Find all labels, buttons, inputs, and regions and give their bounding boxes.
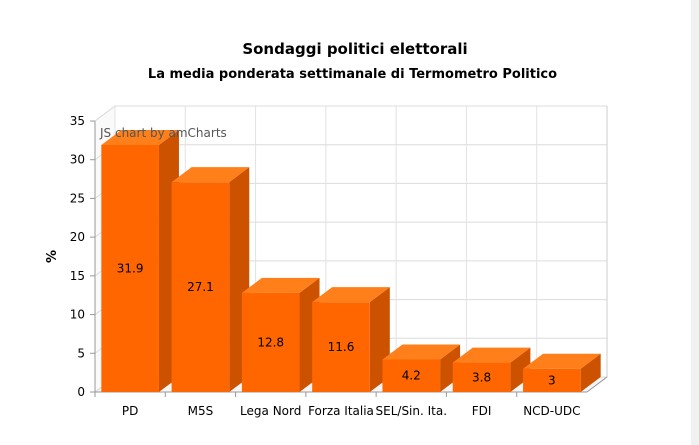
bar-top <box>452 347 531 363</box>
right-edge <box>691 0 699 445</box>
y-tick-label: 5 <box>77 346 85 360</box>
chart-title: Sondaggi politici elettorali <box>242 40 468 58</box>
bar-top <box>312 287 390 303</box>
y-tick-label: 20 <box>70 230 85 244</box>
amcharts-credit-link[interactable]: JS chart by amCharts <box>100 126 227 140</box>
x-tick-label: FDI <box>472 404 492 418</box>
x-tick-label: Lega Nord <box>240 404 301 418</box>
bar-front <box>241 292 300 392</box>
chart-subtitle: La media ponderata settimanale di Termom… <box>147 67 558 82</box>
data-label: 12.8 <box>257 335 284 349</box>
bar-front <box>171 182 230 392</box>
bar-side <box>580 353 601 392</box>
bar <box>523 353 601 392</box>
bar-front <box>312 302 370 392</box>
x-tick-label: M5S <box>188 404 214 418</box>
bar-top <box>382 344 461 360</box>
bar-top <box>101 130 179 146</box>
y-tick-label: 0 <box>77 385 85 399</box>
bar-top <box>241 277 320 293</box>
data-label: 11.6 <box>328 340 355 354</box>
x-tick-label: PD <box>122 404 138 418</box>
x-tick-label: Forza Italia <box>308 404 374 418</box>
data-label: 3 <box>548 373 556 387</box>
gridline-diag <box>94 105 116 122</box>
x-tick-label: NCD-UDC <box>523 404 580 418</box>
y-tick-label: 35 <box>70 114 85 128</box>
y-tick-label: 30 <box>70 153 85 167</box>
bar <box>382 344 461 392</box>
bar-front <box>101 145 159 392</box>
bar-top <box>523 353 601 369</box>
bar <box>312 287 390 392</box>
bar-side <box>510 347 531 392</box>
data-label: 31.9 <box>117 262 144 276</box>
bar-front <box>523 368 581 392</box>
x-tick-label: SEL/Sin. Ita. <box>376 404 448 418</box>
bar-top <box>171 167 250 183</box>
y-tick-label: 15 <box>70 269 85 283</box>
x-axis-depth-line <box>586 376 608 393</box>
bar-front <box>382 359 441 392</box>
bar <box>452 347 531 392</box>
y-axis-title: % <box>45 250 60 263</box>
data-label: 27.1 <box>187 280 214 294</box>
y-tick-label: 10 <box>70 308 85 322</box>
bar-front <box>452 362 511 392</box>
data-label: 3.8 <box>472 370 491 384</box>
y-tick-label: 25 <box>70 191 85 205</box>
data-label: 4.2 <box>402 369 421 383</box>
